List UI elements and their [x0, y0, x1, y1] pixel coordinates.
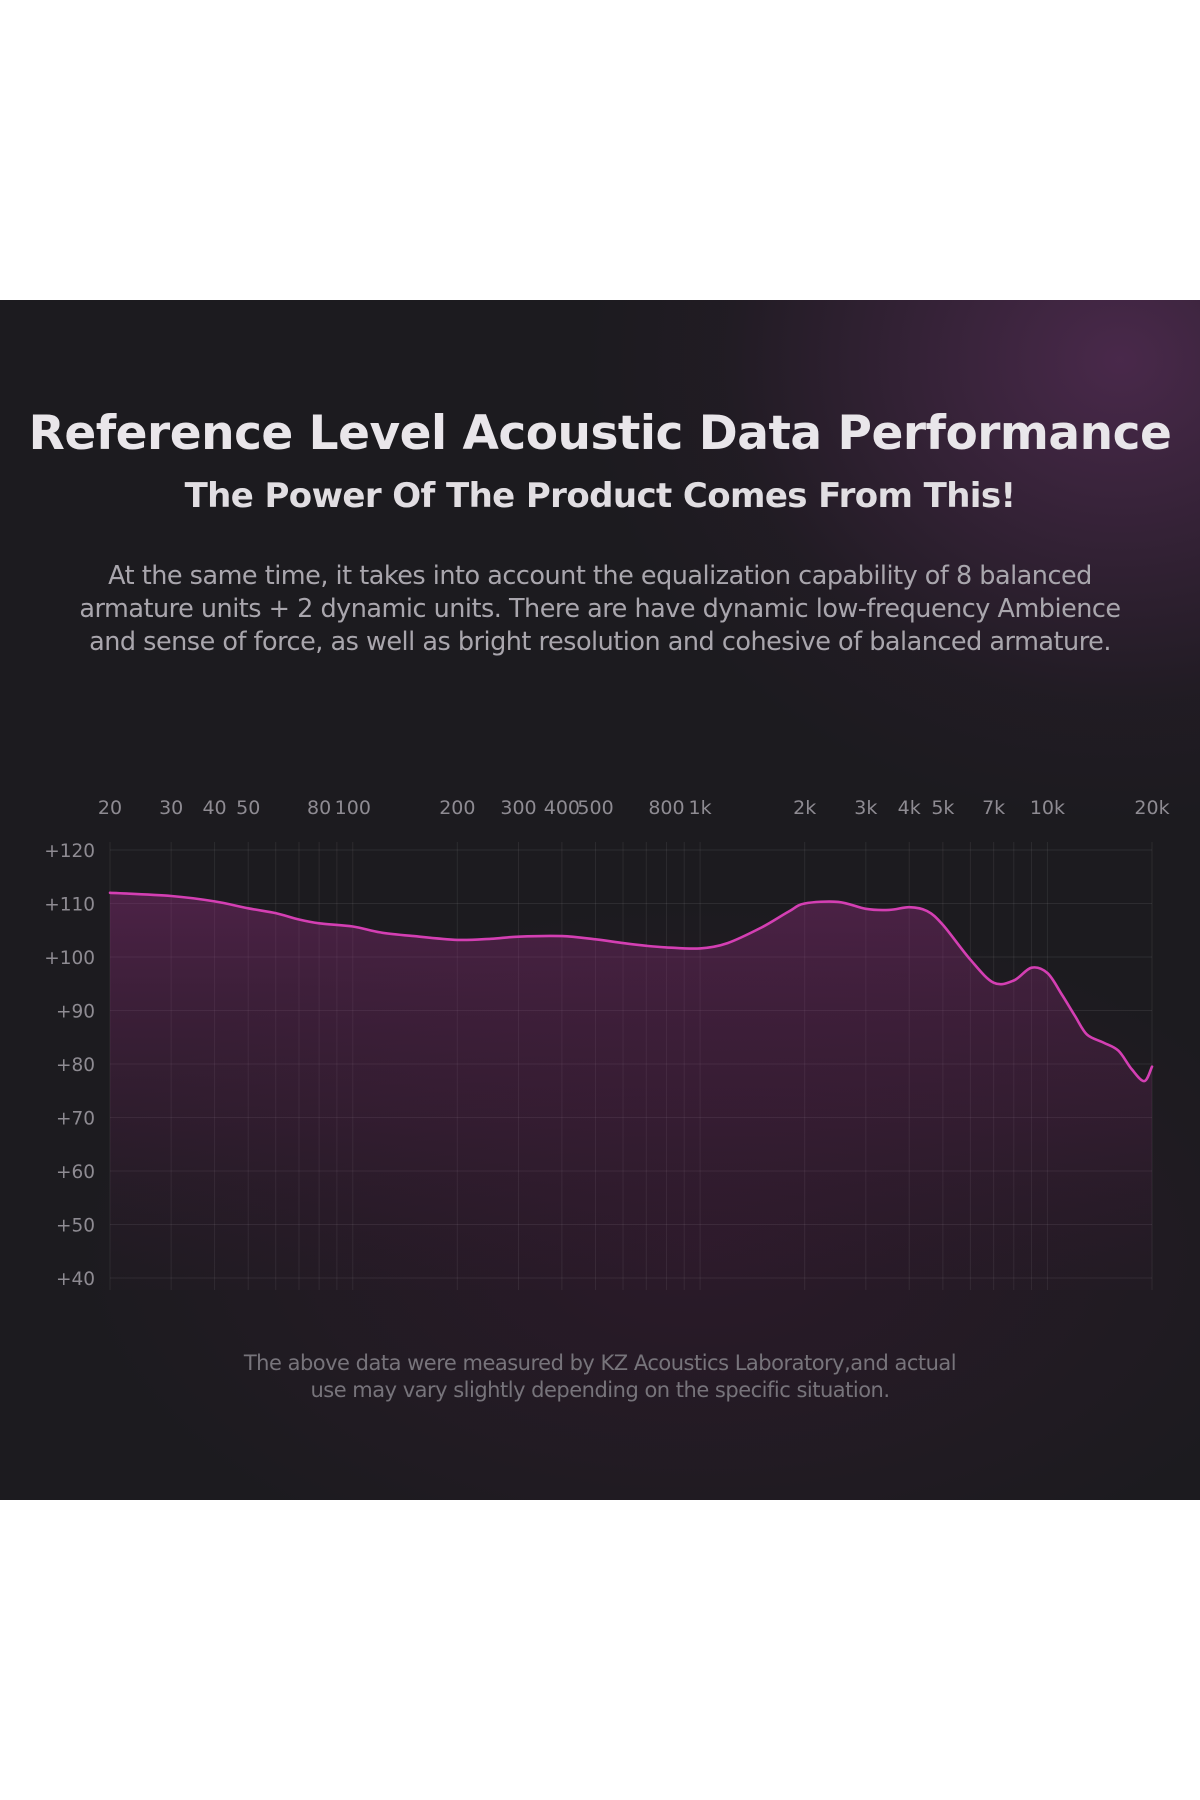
y-tick-label: +50 [56, 1216, 95, 1237]
x-tick-label: 1k [689, 797, 712, 819]
footnote-line: The above data were measured by KZ Acous… [243, 1351, 957, 1375]
x-tick-label: 10k [1030, 797, 1065, 819]
y-tick-label: +80 [56, 1055, 95, 1076]
y-tick-label: +90 [56, 1002, 95, 1023]
x-tick-label: 2k [793, 797, 816, 819]
x-tick-label: 80 [307, 797, 331, 819]
x-tick-label: 100 [335, 797, 371, 819]
series-area-0 [110, 892, 1152, 1290]
x-tick-label: 20k [1134, 797, 1169, 819]
x-tick-label: 200 [439, 797, 475, 819]
y-tick-label: +60 [56, 1162, 95, 1183]
description-line: At the same time, it takes into account … [108, 561, 1092, 591]
x-tick-label: 300 [500, 797, 536, 819]
x-tick-label: 400 [544, 797, 580, 819]
x-tick-label: 800 [648, 797, 684, 819]
chart-lines [108, 891, 1154, 1083]
y-tick-label: +100 [44, 948, 95, 969]
description-line: armature units + 2 dynamic units. There … [79, 594, 1121, 624]
page-subtitle: The Power Of The Product Comes From This… [184, 476, 1016, 516]
y-axis-ticks: +120 +110 +100 +90 +80 +70 +60 +50 +40 [44, 841, 95, 1290]
x-tick-label: 3k [854, 797, 877, 819]
y-tick-label: +40 [56, 1269, 95, 1290]
description: At the same time, it takes into account … [60, 560, 1140, 659]
x-tick-label: 4k [898, 797, 921, 819]
footnote-line: use may vary slightly depending on the s… [310, 1378, 890, 1402]
page-title: Reference Level Acoustic Data Performanc… [28, 406, 1172, 461]
y-tick-label: +110 [44, 895, 95, 916]
x-tick-label: 5k [931, 797, 954, 819]
x-tick-label: 30 [159, 797, 183, 819]
series-line-0 [108, 891, 1154, 1083]
chart-area [110, 892, 1152, 1290]
footnote: The above data were measured by KZ Acous… [0, 1350, 1200, 1404]
x-tick-label: 20 [98, 797, 122, 819]
x-tick-label: 50 [236, 797, 260, 819]
x-tick-label: 7k [982, 797, 1005, 819]
y-tick-label: +70 [56, 1109, 95, 1130]
acoustic-panel: 20 30 40 50 80 100 200 300 400 500 800 1k 2k 3k 4k 5k 7k… [0, 300, 1200, 1500]
x-tick-label: 500 [577, 797, 613, 819]
description-line: and sense of force, as well as bright re… [89, 627, 1111, 657]
x-tick-label: 40 [202, 797, 226, 819]
y-tick-label: +120 [44, 841, 95, 862]
